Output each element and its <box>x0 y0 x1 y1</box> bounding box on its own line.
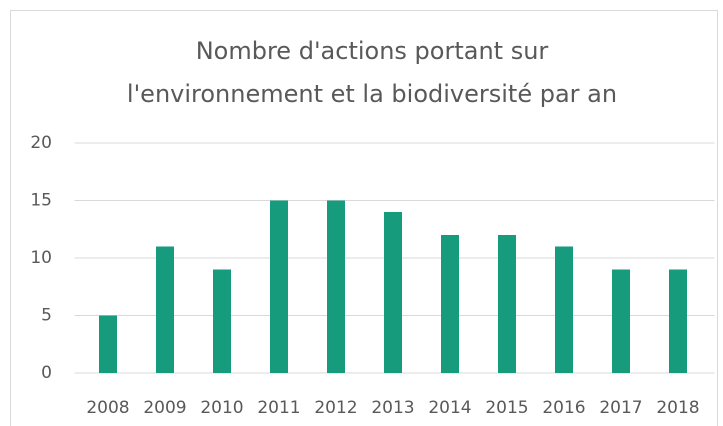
x-tick-label: 2018 <box>656 398 699 418</box>
x-tick-label: 2009 <box>143 398 186 418</box>
x-tick-label: 2017 <box>599 398 642 418</box>
bar <box>384 212 402 373</box>
bar <box>612 269 630 373</box>
x-tick-label: 2010 <box>200 398 243 418</box>
bar <box>441 235 459 373</box>
chart-border <box>10 10 718 426</box>
x-tick-label: 2016 <box>542 398 585 418</box>
bar <box>213 269 231 373</box>
bar <box>555 246 573 373</box>
bar <box>156 246 174 373</box>
bar <box>498 235 516 373</box>
chart-title: Nombre d'actions portant sur <box>196 37 549 65</box>
bar <box>270 200 288 373</box>
x-tick-label: 2012 <box>314 398 357 418</box>
y-tick-label: 10 <box>30 248 52 268</box>
bar <box>99 315 117 373</box>
bar <box>669 269 687 373</box>
y-tick-label: 20 <box>30 133 52 153</box>
x-tick-label: 2014 <box>428 398 471 418</box>
chart-title: l'environnement et la biodiversité par a… <box>127 80 617 108</box>
x-tick-label: 2008 <box>86 398 129 418</box>
x-tick-label: 2015 <box>485 398 528 418</box>
bar <box>327 200 345 373</box>
y-tick-label: 0 <box>41 363 52 383</box>
x-tick-label: 2013 <box>371 398 414 418</box>
y-tick-label: 15 <box>30 191 52 211</box>
y-tick-label: 5 <box>41 306 52 326</box>
x-tick-label: 2011 <box>257 398 300 418</box>
